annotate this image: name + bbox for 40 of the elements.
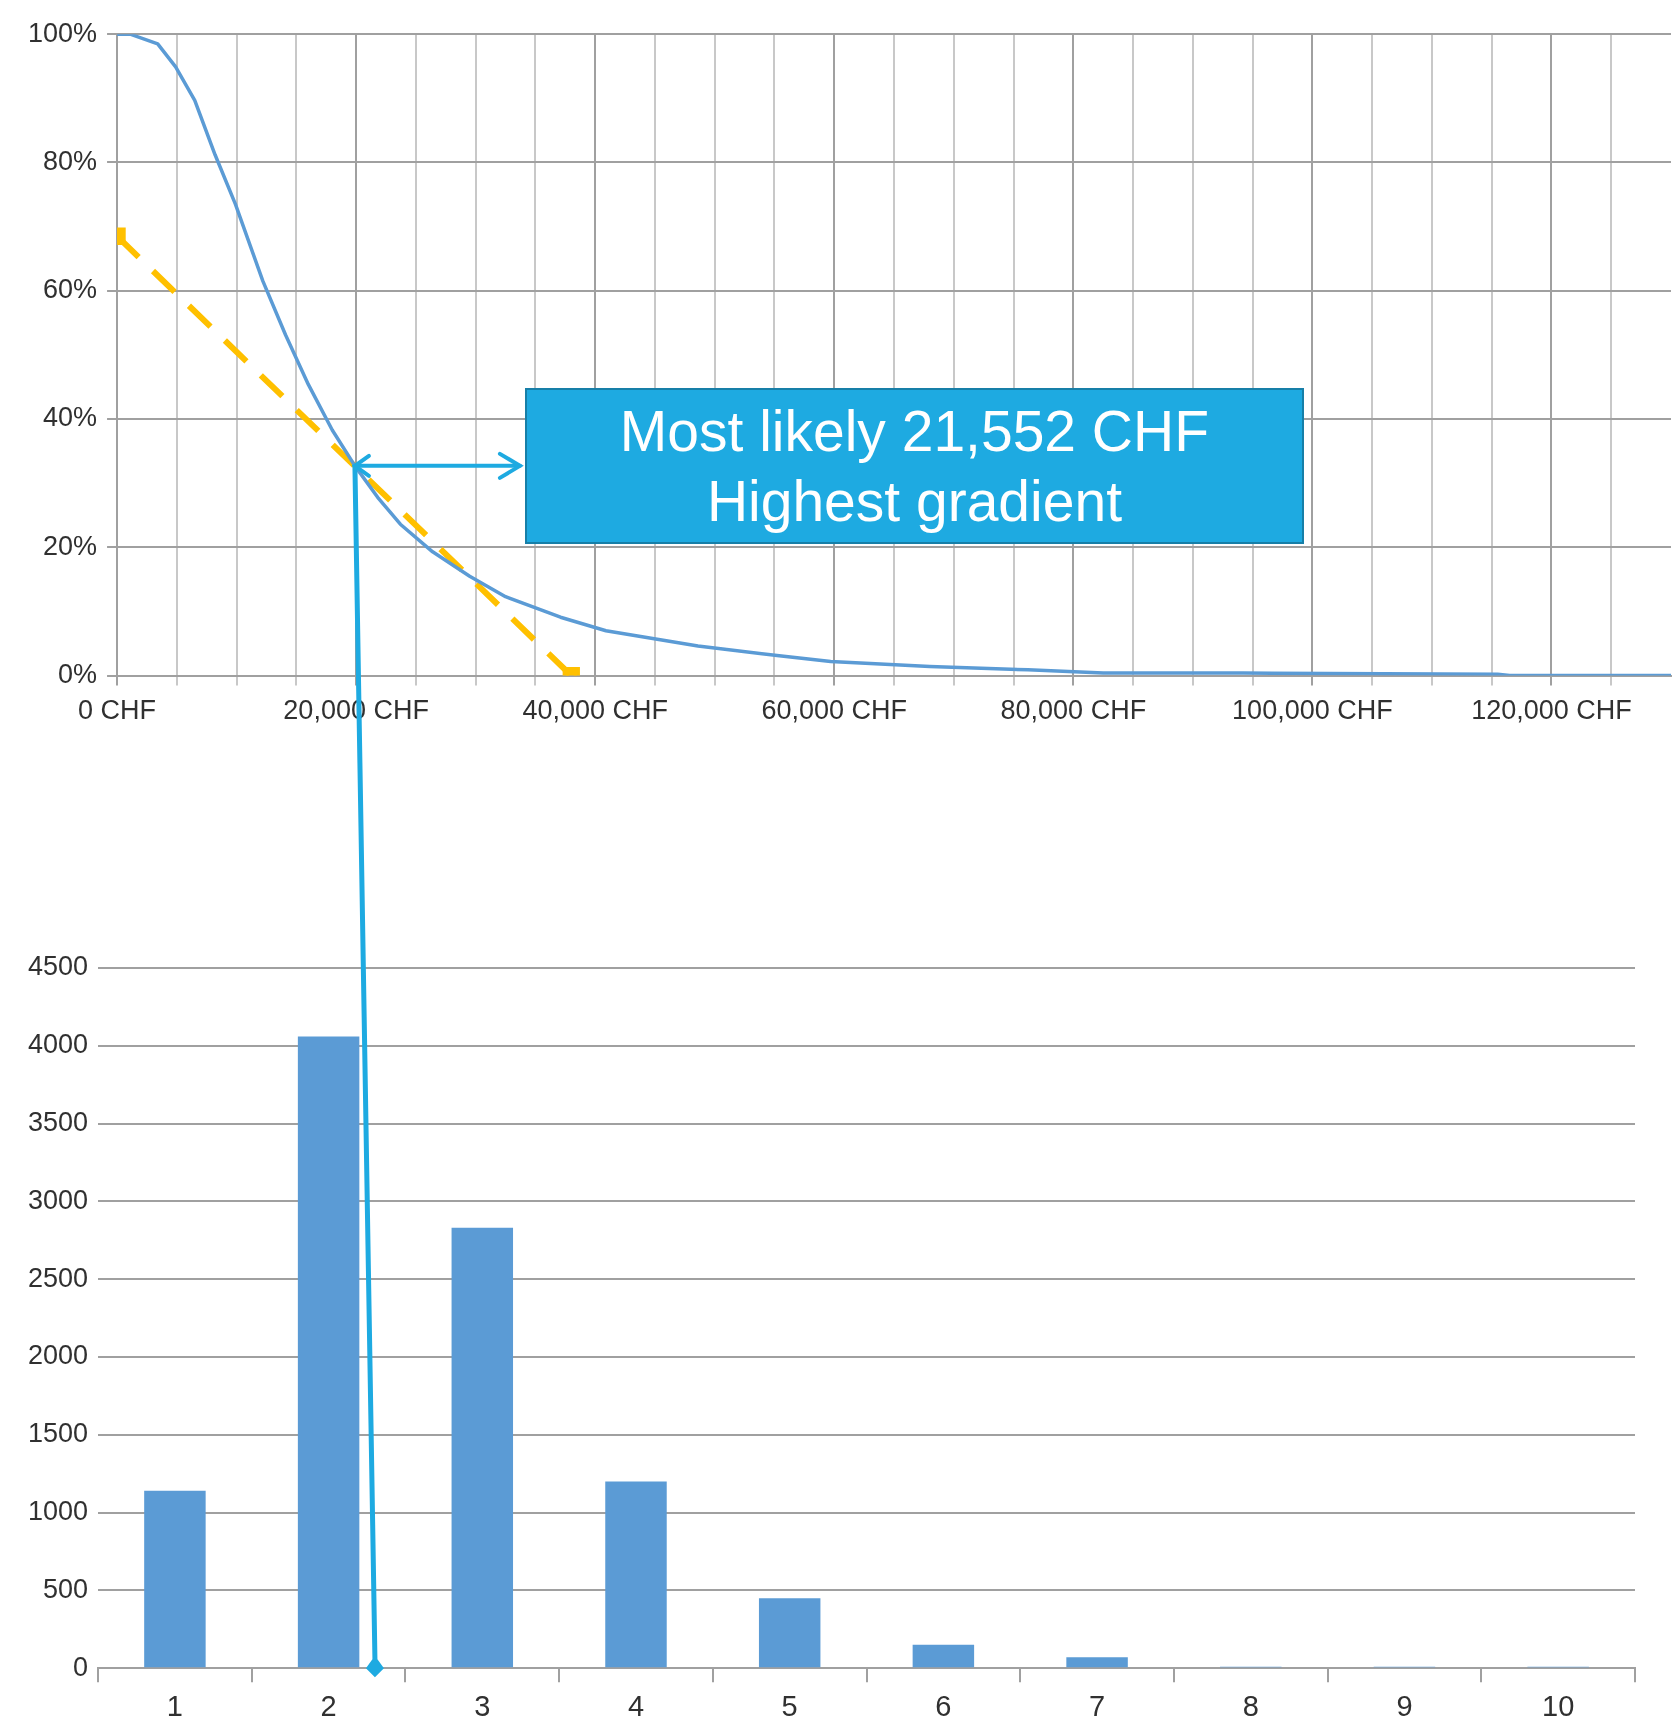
y-tick-label: 0 <box>73 1651 89 1682</box>
bar <box>144 1490 206 1668</box>
y-tick-label: 2500 <box>27 1262 89 1293</box>
x-tick-label: 7 <box>1089 1689 1106 1722</box>
y-tick-label: 500 <box>43 1573 89 1604</box>
y-tick-label: 100% <box>27 17 98 48</box>
x-tick-label: 80,000 CHF <box>1000 695 1147 726</box>
y-tick-label: 4000 <box>27 1029 89 1060</box>
bar <box>758 1598 821 1668</box>
callout-box: Most likely 21,552 CHF Highest gradient <box>524 387 1304 544</box>
x-tick-label: 60,000 CHF <box>761 695 908 726</box>
y-tick-label: 4500 <box>27 951 89 982</box>
x-tick-label: 40,000 CHF <box>522 695 668 726</box>
y-tick-label: 2000 <box>27 1340 89 1371</box>
bar <box>605 1481 667 1668</box>
bar <box>1066 1657 1128 1668</box>
bar <box>912 1644 975 1668</box>
y-tick-label: 3000 <box>27 1184 89 1215</box>
x-tick-label: 3 <box>474 1689 491 1722</box>
x-tick-label: 1 <box>166 1689 183 1722</box>
x-tick-label: 120,000 CHF <box>1471 695 1632 726</box>
x-tick-label: 8 <box>1242 1689 1259 1722</box>
annotation: Most likely 21,552 CHF Highest gradient <box>619 397 1210 535</box>
x-tick-label: 5 <box>781 1689 798 1722</box>
y-tick-label: 1500 <box>27 1418 89 1449</box>
y-tick-label: 0% <box>58 659 98 690</box>
y-tick-label: 1000 <box>27 1496 89 1527</box>
y-tick-label: 80% <box>43 145 98 176</box>
x-tick-label: 100,000 CHF <box>1232 695 1393 726</box>
bar <box>451 1227 514 1668</box>
x-tick-label: 4 <box>627 1689 645 1722</box>
y-tick-label: 60% <box>43 274 98 305</box>
x-tick-label: 6 <box>935 1689 952 1722</box>
x-tick-label: 0 CHF <box>78 695 157 726</box>
x-tick-label: 10 <box>1542 1689 1575 1722</box>
x-tick-label: 9 <box>1396 1689 1413 1722</box>
y-tick-label: 20% <box>43 530 98 561</box>
y-tick-label: 40% <box>43 402 98 433</box>
x-tick-label: 2 <box>320 1689 337 1722</box>
y-tick-label: 3500 <box>27 1107 89 1138</box>
